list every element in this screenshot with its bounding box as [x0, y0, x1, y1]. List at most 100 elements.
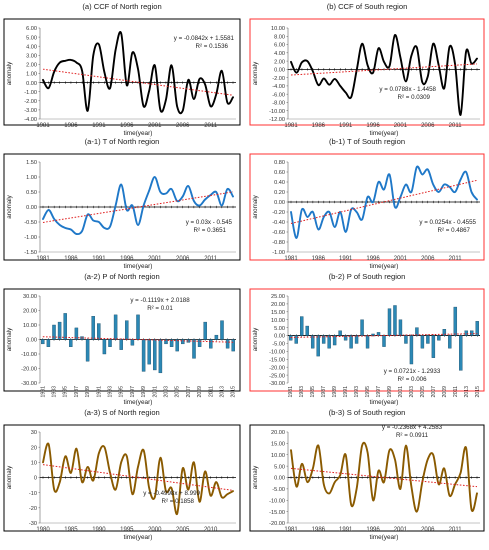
y-tick-label: 1.00 [26, 72, 37, 78]
x-tick-label: 1981 [40, 386, 46, 398]
y-tick-label: -8.00 [272, 101, 285, 107]
y-tick-label: -20.00 [269, 521, 285, 527]
x-axis-label: time(year) [124, 263, 153, 270]
x-tick-label: 1995 [365, 386, 371, 398]
x-tick-label: 2001 [398, 386, 404, 398]
y-tick-label: 10.00 [271, 318, 285, 324]
x-tick-label: 2006 [421, 123, 435, 129]
x-tick-label: 1991 [92, 123, 106, 129]
y-tick-label: 6.00 [26, 26, 37, 32]
x-axis-label: time(year) [124, 399, 153, 406]
y-tick-label: 1.50 [26, 160, 37, 166]
y-axis-label: anomaly [6, 61, 13, 85]
x-tick-label: 1991 [92, 256, 106, 262]
x-tick-label: 2005 [176, 527, 190, 533]
precip-bar [343, 335, 348, 341]
x-tick-label: 1999 [387, 386, 393, 398]
x-tick-label: 1995 [120, 527, 134, 533]
y-tick-label: 8.00 [274, 34, 285, 40]
y-tick-label: 0.00 [274, 68, 285, 74]
y-tick-label: 0.60 [274, 170, 285, 176]
y-axis-label: anomaly [252, 465, 259, 489]
chart-panel-b2: (b-2) P of South region 25.00 20.00 15.00 10… [249, 272, 485, 406]
trend-line [42, 191, 234, 223]
precip-bar [349, 335, 353, 349]
x-tick-label: 1983 [52, 386, 58, 398]
x-tick-label: 1996 [120, 256, 134, 262]
precip-bar [437, 335, 441, 341]
panel-frame [249, 424, 485, 532]
y-tick-label: -3.00 [24, 108, 37, 114]
series-line [42, 176, 234, 236]
y-tick-label: -0.80 [272, 240, 285, 246]
precip-bar [102, 339, 107, 355]
x-tick-label: 2006 [176, 256, 190, 262]
y-tick-label: -30.00 [269, 381, 285, 387]
trend-equation: y = -0.4998x + 8.999 [143, 490, 200, 497]
y-axis-label: anomaly [252, 61, 259, 85]
precip-bar [321, 335, 326, 344]
y-axis-label: anomaly [252, 327, 259, 351]
y-tick-label: -10.00 [21, 352, 37, 358]
trend-line [290, 63, 478, 76]
y-tick-label: 4.00 [26, 44, 37, 50]
precip-bar [470, 330, 474, 336]
precip-bar [294, 335, 298, 344]
panel-frame [249, 288, 485, 392]
y-tick-label: -30 [29, 521, 37, 527]
trend-equation: y = -0.0842x + 1.5581 [174, 35, 235, 42]
x-tick-label: 1991 [343, 386, 349, 398]
x-tick-label: 1986 [312, 123, 326, 129]
trend-equation: y = 0.0254x - 0.4555 [419, 219, 476, 226]
trend-equation: y = 0.03x - 0.545 [186, 219, 233, 226]
x-tick-label: 2006 [176, 123, 190, 129]
x-tick-label: 1991 [339, 527, 353, 533]
precip-bar [420, 335, 425, 349]
y-tick-label: 20.00 [23, 309, 37, 315]
y-tick-label: 0.00 [274, 200, 285, 206]
x-tick-label: 1985 [64, 527, 78, 533]
x-tick-label: 1981 [284, 527, 298, 533]
x-axis-label: time(year) [124, 130, 153, 137]
chart-title: (a-2) P of North region [84, 272, 159, 281]
y-tick-label: -1.00 [24, 235, 37, 241]
panel-frame [249, 153, 485, 261]
precip-bar [220, 320, 224, 340]
precip-bar [141, 339, 146, 372]
x-tick-label: 2006 [421, 256, 435, 262]
x-tick-label: 1985 [310, 386, 316, 398]
precip-bar [69, 339, 73, 347]
y-tick-label: -10.00 [269, 350, 285, 356]
chart-title: (b-1) T of South region [329, 137, 405, 146]
panel-frame [249, 18, 485, 126]
y-tick-label: -30.00 [21, 381, 37, 387]
precip-bar [387, 308, 392, 336]
precip-bar [426, 335, 430, 344]
series-line [290, 34, 478, 116]
y-tick-label: -20.00 [269, 365, 285, 371]
trend-equation: y = 0.0788x - 1.4458 [379, 86, 436, 93]
precip-bar [57, 321, 62, 340]
y-tick-label: 25.00 [271, 294, 285, 300]
precip-bar [203, 321, 207, 340]
x-tick-label: 1986 [64, 123, 78, 129]
y-tick-label: 0.00 [26, 81, 37, 87]
x-tick-label: 2011 [453, 386, 459, 397]
precip-bar [74, 327, 79, 340]
precip-bar [310, 335, 315, 349]
x-tick-label: 2003 [164, 386, 170, 398]
trend-equation: y = -0.1119x + 2.0188 [130, 297, 190, 304]
y-tick-label: -15.00 [269, 357, 285, 363]
y-tick-label: 1.00 [26, 175, 37, 181]
precip-bar [119, 339, 123, 350]
y-tick-label: 2.00 [26, 63, 37, 69]
y-tick-label: 5.00 [274, 326, 285, 332]
y-tick-label: 20.00 [271, 430, 285, 436]
precip-bar [327, 335, 331, 349]
y-axis-label: anomaly [6, 465, 13, 489]
precip-bar [382, 335, 386, 347]
x-tick-label: 1985 [63, 386, 69, 398]
x-tick-label: 2007 [186, 386, 192, 398]
y-tick-label: 10.00 [271, 453, 285, 459]
